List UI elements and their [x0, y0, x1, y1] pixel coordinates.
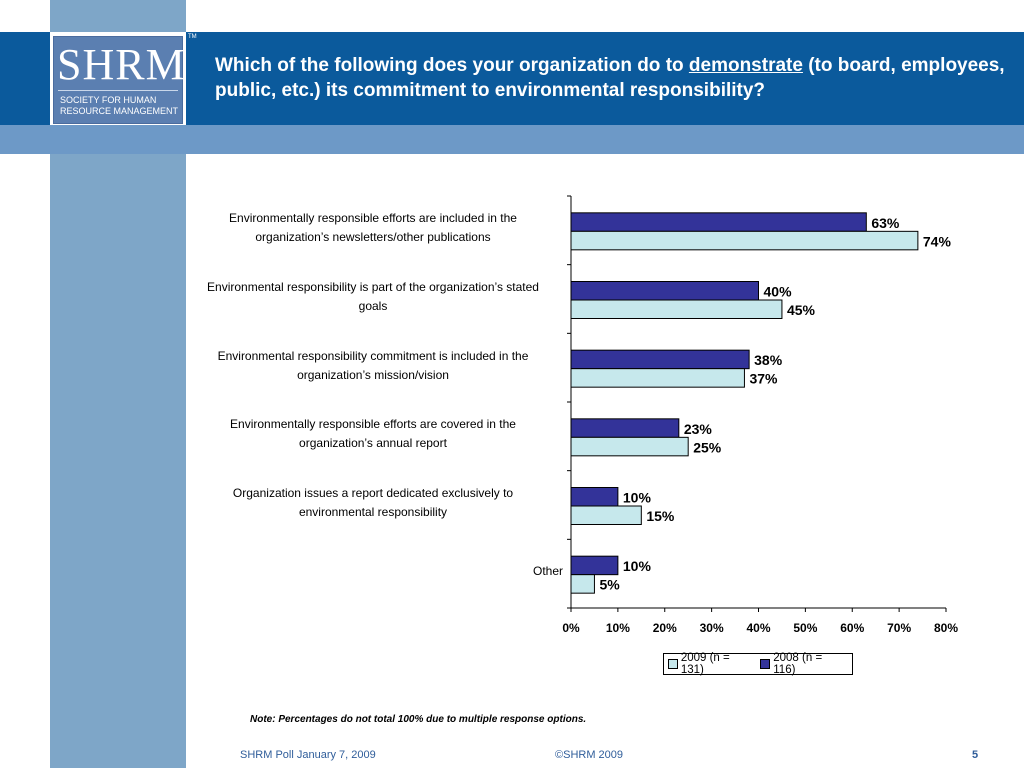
footer-copyright: ©SHRM 2009 — [555, 749, 624, 761]
logo-subtitle-line1: SOCIETY FOR HUMAN — [60, 95, 157, 105]
data-label: 10% — [623, 558, 652, 574]
title-part-2: (to board, employees, public, etc.) its … — [215, 55, 1005, 101]
category-label: Environmental responsibility is part of … — [183, 278, 563, 316]
bar-2009 — [570, 368, 745, 388]
category-label: Other — [183, 562, 563, 581]
category-label: Environmentally responsible efforts are … — [183, 415, 563, 453]
category-label-line2: organization’s newsletters/other publica… — [255, 230, 491, 245]
category-label: Organization issues a report dedicated e… — [183, 484, 563, 522]
header-sub-band — [0, 125, 1024, 154]
data-label: 74% — [923, 233, 952, 249]
x-tick-label: 20% — [653, 621, 677, 635]
bar-2008 — [570, 349, 750, 370]
category-label-line1: Environmental responsibility commitment … — [217, 348, 529, 363]
category-label-line2: goals — [358, 299, 388, 313]
data-label: 63% — [871, 215, 900, 231]
bar-2009 — [570, 505, 642, 525]
logo-wordmark: SHRM — [57, 40, 186, 89]
x-tick-label: 80% — [934, 621, 958, 635]
bar-2009 — [570, 574, 595, 594]
slide-title: Which of the following does your organiz… — [215, 53, 1005, 103]
x-tick-label: 60% — [840, 621, 864, 635]
data-label: 15% — [646, 508, 675, 524]
data-label: 25% — [693, 439, 722, 455]
footnote: Note: Percentages do not total 100% due … — [250, 714, 587, 725]
legend-swatch-2008 — [760, 659, 771, 669]
category-label-line1: Environmental responsibility is part of … — [207, 280, 539, 294]
legend-swatch-2009 — [668, 659, 678, 669]
legend-label-2009: 2009 (n = 131) — [680, 652, 730, 676]
category-label-line1: Other — [532, 564, 563, 579]
bar-2008 — [570, 487, 619, 507]
category-label: Environmental responsibility commitment … — [183, 347, 563, 385]
x-tick-label: 30% — [700, 621, 724, 635]
data-label: 38% — [754, 352, 783, 368]
category-label-line1: Organization issues a report dedicated e… — [232, 486, 514, 500]
title-underlined-word: demonstrate — [688, 55, 803, 76]
title-part-1: Which of the following does your organiz… — [215, 55, 689, 76]
data-label: 10% — [623, 490, 652, 506]
bar-2008 — [570, 555, 619, 576]
logo-box: SHRM SOCIETY FOR HUMAN RESOURCE MANAGEME… — [53, 36, 186, 124]
x-tick-label: 0% — [562, 621, 580, 635]
x-tick-label: 40% — [746, 621, 770, 635]
data-label: 5% — [599, 577, 620, 593]
category-label-line1: Environmentally responsible efforts are … — [230, 417, 516, 432]
data-label: 40% — [764, 284, 793, 300]
bar-2008 — [570, 281, 759, 301]
data-label: 37% — [749, 371, 778, 387]
footer-page-number: 5 — [972, 749, 979, 761]
category-label-line1: Environmentally responsible efforts are … — [229, 211, 517, 226]
logo-divider — [58, 90, 178, 91]
legend-label-2008: 2008 (n = 116) — [773, 652, 823, 676]
x-tick-label: 10% — [606, 621, 630, 635]
category-label-line2: organization’s mission/vision — [297, 367, 449, 382]
legend-item-2008: 2008 (n = 116) — [760, 652, 846, 676]
data-label: 23% — [684, 421, 713, 437]
data-label: 45% — [787, 302, 816, 318]
category-label: Environmentally responsible efforts are … — [183, 209, 563, 247]
category-label-line2: environmental responsibility — [298, 505, 448, 519]
shrm-logo: SHRM SOCIETY FOR HUMAN RESOURCE MANAGEME… — [50, 32, 186, 125]
logo-subtitle: SOCIETY FOR HUMAN RESOURCE MANAGEMENT — [60, 95, 180, 117]
bar-2009 — [570, 436, 689, 457]
x-tick-label: 70% — [887, 621, 911, 635]
bar-2008 — [570, 418, 680, 438]
legend-item-2009: 2009 (n = 131) — [668, 652, 754, 676]
x-tick-label: 50% — [793, 621, 817, 635]
category-label-line2: organization’s annual report — [299, 436, 447, 451]
bar-2009 — [570, 230, 919, 251]
logo-subtitle-line2: RESOURCE MANAGEMENT — [60, 106, 179, 116]
trademark-mark: TM — [188, 34, 197, 40]
footer-poll-date: SHRM Poll January 7, 2009 — [240, 749, 376, 761]
bar-2009 — [570, 299, 783, 319]
chart-legend: 2009 (n = 131) 2008 (n = 116) — [663, 652, 853, 676]
bar-2008 — [570, 212, 867, 232]
